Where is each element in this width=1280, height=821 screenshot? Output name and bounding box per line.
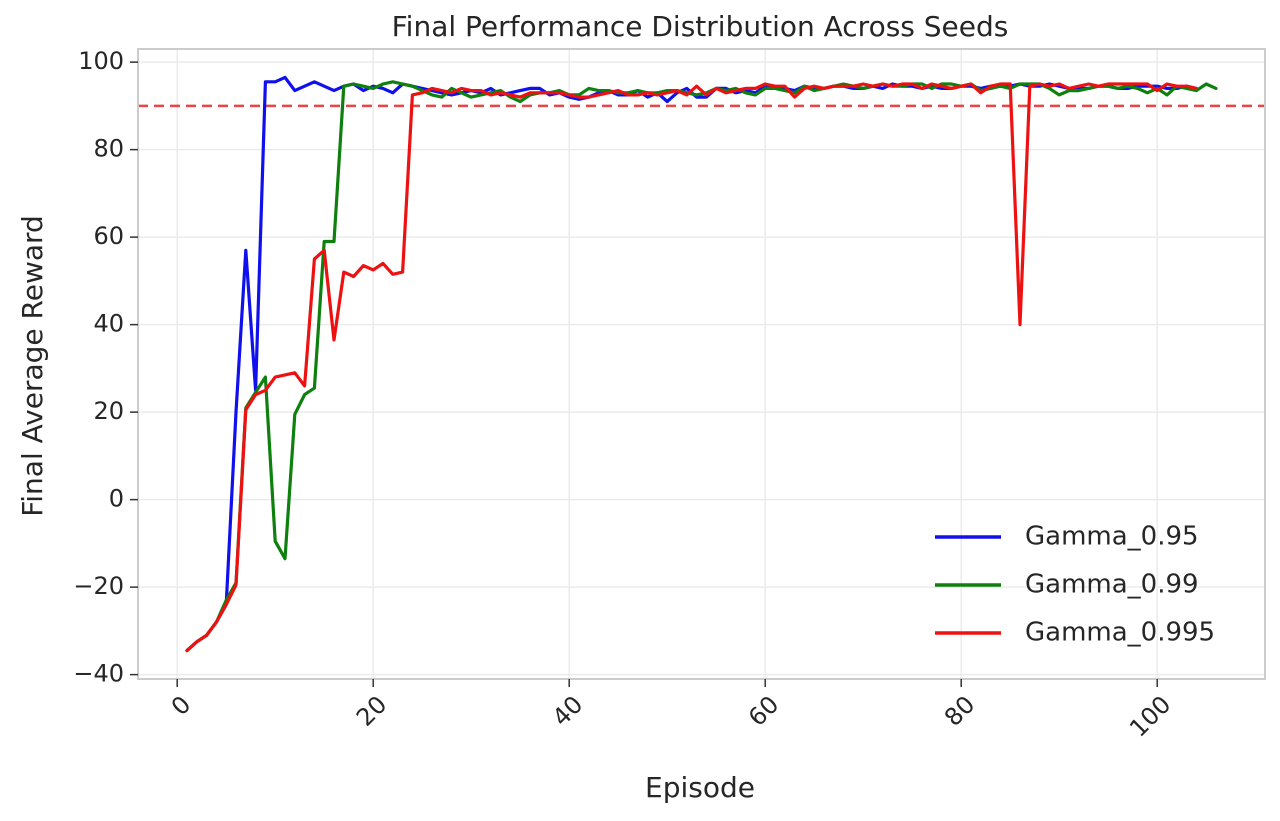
y-tick-label: 60 [93,222,124,250]
y-tick-label: −20 [73,572,124,600]
y-tick-label: 80 [93,135,124,163]
chart-title: Final Performance Distribution Across Se… [392,10,1009,43]
legend-label-0: Gamma_0.95 [1025,522,1199,552]
y-axis-label: Final Average Reward [16,215,49,517]
grid-lines [138,49,1265,679]
series-line-2 [185,82,1199,653]
legend-label-2: Gamma_0.995 [1025,618,1215,648]
legend-label-1: Gamma_0.99 [1025,570,1199,600]
y-tick-label: 0 [109,485,124,513]
y-tick-label: −40 [73,660,124,688]
y-tick-label: 40 [93,310,124,338]
y-tick-label: 100 [78,47,124,75]
plot-area-frame [137,48,1266,680]
y-tick-label: 20 [93,397,124,425]
x-axis-label: Episode [645,771,755,804]
series-layer [185,75,1218,653]
legend: Gamma_0.95 Gamma_0.99 Gamma_0.995 [935,522,1215,648]
